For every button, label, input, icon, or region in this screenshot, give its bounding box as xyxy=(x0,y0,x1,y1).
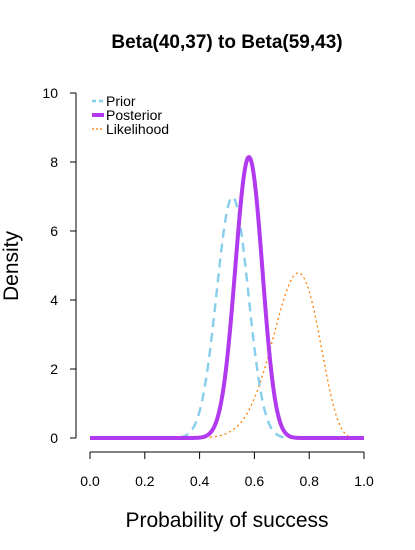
legend-label-likelihood: Likelihood xyxy=(106,121,169,137)
y-tick-label: 8 xyxy=(50,154,58,170)
x-tick-label: 0.0 xyxy=(80,473,100,489)
x-axis-label: Probability of success xyxy=(125,509,328,532)
x-tick-label: 1.0 xyxy=(354,473,374,489)
chart-title: Beta(40,37) to Beta(59,43) xyxy=(111,32,342,53)
y-tick-label: 0 xyxy=(50,430,58,446)
y-tick-label: 2 xyxy=(50,361,58,377)
x-tick-label: 0.2 xyxy=(135,473,155,489)
series-line-prior xyxy=(90,195,364,440)
y-axis-label: Density xyxy=(0,230,23,301)
x-tick-label: 0.4 xyxy=(190,473,210,489)
series-line-posterior xyxy=(90,154,364,440)
y-tick-label: 10 xyxy=(42,85,58,101)
legend-label-posterior: Posterior xyxy=(106,107,162,123)
x-tick-label: 0.6 xyxy=(245,473,265,489)
y-tick-label: 4 xyxy=(50,292,58,308)
y-tick-label: 6 xyxy=(50,223,58,239)
x-tick-label: 0.8 xyxy=(299,473,319,489)
legend-label-prior: Prior xyxy=(106,93,136,109)
